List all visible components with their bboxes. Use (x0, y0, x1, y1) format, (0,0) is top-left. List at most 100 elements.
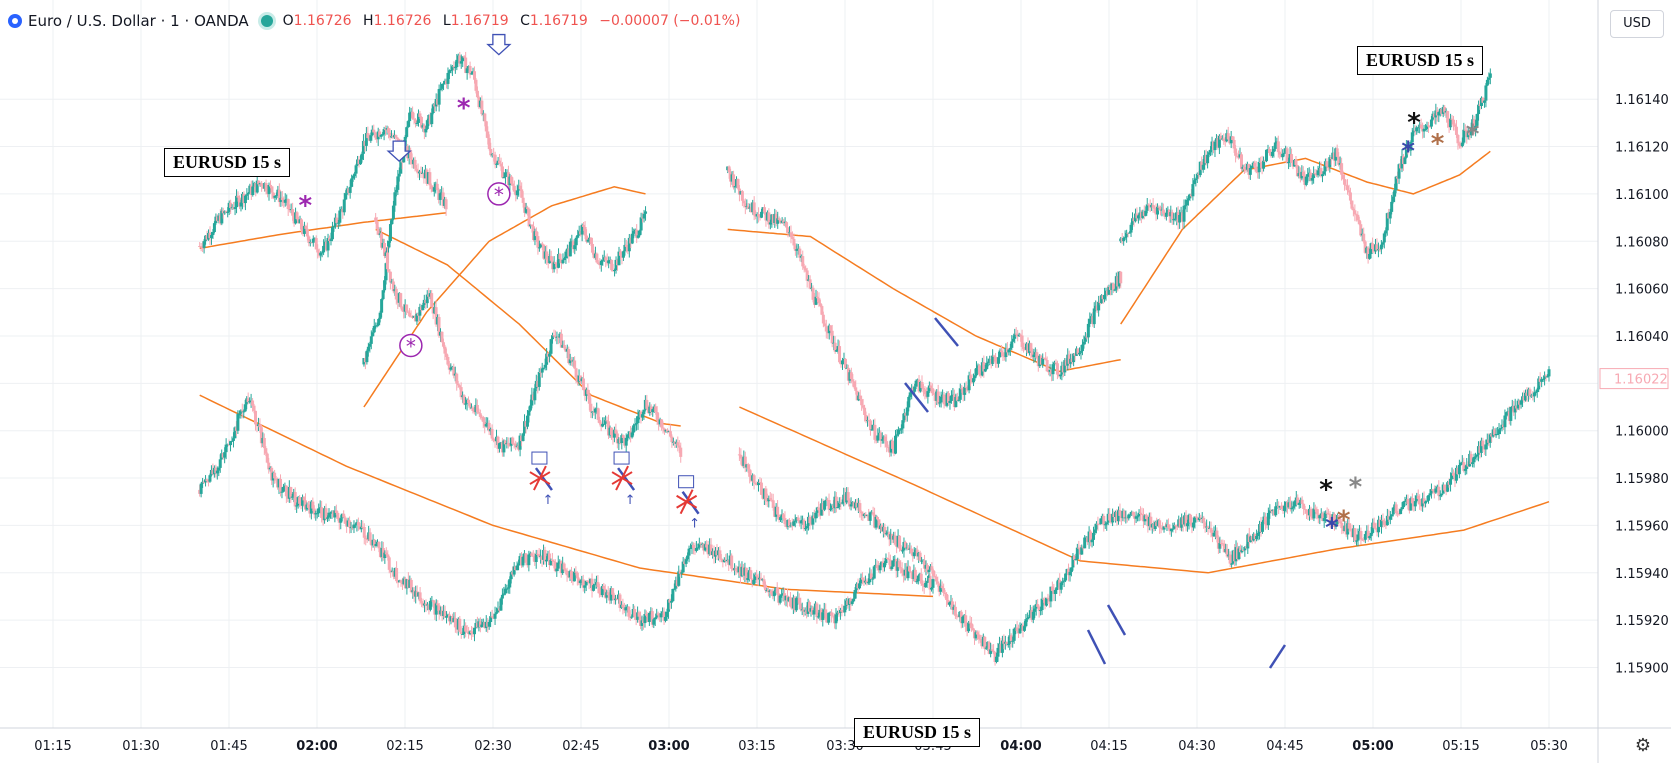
candle-body (1266, 512, 1270, 526)
candle-body (1222, 543, 1226, 553)
candle-body (1008, 347, 1012, 350)
candle-body (1394, 504, 1398, 514)
candle-body (1424, 128, 1428, 130)
gear-icon[interactable]: ⚙ (1634, 735, 1652, 756)
candle-body (411, 111, 415, 119)
candle-body (1347, 190, 1351, 193)
candle-body (1134, 516, 1138, 519)
candle-body (224, 444, 228, 453)
candle-body (565, 570, 569, 576)
close-value: 1.16719 (529, 13, 588, 29)
candle-body (1107, 287, 1111, 295)
candle-body (802, 519, 806, 530)
signal-line (904, 382, 929, 413)
candle-body (1309, 172, 1313, 181)
candle-body (254, 410, 258, 425)
candle-body (1030, 351, 1034, 358)
candle-body (1513, 405, 1517, 413)
candle-body (1410, 498, 1414, 504)
candle-body (869, 573, 873, 579)
candle-body (1450, 118, 1454, 120)
candle-body (587, 394, 591, 404)
candle-body (814, 512, 818, 519)
low-value: 1.16719 (450, 13, 509, 29)
candle-body (927, 569, 931, 573)
candle-body (412, 118, 416, 120)
candle-body (380, 233, 384, 248)
symbol-header[interactable]: Euro / U.S. Dollar · 1 · OANDA O1.16726 … (8, 10, 747, 32)
currency-button[interactable]: USD (1610, 10, 1664, 38)
candle-body (827, 612, 831, 623)
candle-body (1321, 513, 1325, 522)
candle-body (223, 452, 227, 458)
candle-body (1425, 125, 1429, 129)
candle-body (486, 131, 490, 139)
candle-body (1406, 145, 1410, 150)
candle-body (419, 171, 423, 174)
candle-body (1394, 176, 1398, 191)
candle-body (320, 507, 324, 518)
candle-body (1388, 516, 1392, 520)
candle-body (1440, 493, 1444, 496)
candle-body (569, 571, 573, 580)
candle-body (686, 555, 690, 560)
candle-body (1225, 549, 1229, 557)
candle-body (984, 647, 988, 649)
candle-body (562, 258, 566, 261)
candle-body (1272, 148, 1276, 152)
candle-body (874, 516, 878, 528)
candle-body (626, 435, 630, 438)
candle-body (1237, 548, 1241, 560)
candle-body (490, 428, 494, 439)
candle-body (1437, 486, 1441, 496)
candle-body (274, 478, 278, 481)
candle-body (624, 607, 628, 611)
candle-body (1212, 532, 1216, 537)
candle-body (283, 199, 287, 203)
candle-body (572, 571, 576, 582)
candle-body (295, 505, 299, 507)
candle-body (860, 399, 864, 406)
candle-body (763, 584, 767, 591)
candle-body (670, 436, 674, 443)
candle-body (320, 252, 324, 254)
candle-body (652, 619, 656, 625)
candle-body (1369, 532, 1373, 537)
candle-body (487, 621, 491, 627)
watermark-label: EURUSD 15 s (854, 718, 981, 747)
candle-body (1044, 597, 1048, 606)
candle-body (906, 566, 910, 579)
symbol-name[interactable]: Euro / U.S. Dollar (28, 12, 156, 30)
candle-body (1340, 163, 1344, 175)
candle-body (358, 159, 362, 165)
candle-body (1296, 497, 1300, 505)
candle-body (669, 601, 673, 603)
candle-body (217, 467, 221, 471)
candle-body (953, 606, 957, 616)
candle-body (1145, 204, 1149, 211)
candle-body (1310, 178, 1314, 181)
candle-body (274, 195, 278, 197)
candle-body (1086, 323, 1090, 338)
candle-body (1460, 142, 1464, 147)
candle-body (434, 603, 438, 615)
candle-body (1382, 521, 1386, 525)
candle-body (356, 522, 360, 526)
candle-body (992, 650, 996, 653)
candle-body (903, 541, 907, 548)
candle-body (1053, 590, 1057, 595)
candle-body (795, 249, 799, 251)
candle-body (1379, 244, 1383, 250)
time-tick-label: 05:00 (1352, 739, 1393, 754)
candle-body (1206, 154, 1210, 164)
candle-body (1092, 308, 1096, 325)
candle-body (236, 195, 240, 198)
candle-body (1349, 528, 1353, 531)
candle-body (574, 571, 578, 573)
candle-body (524, 553, 528, 563)
interval[interactable]: 1 (170, 12, 180, 30)
candle-body (930, 566, 934, 571)
down-arrow-marker (386, 140, 412, 163)
candle-body (508, 579, 512, 588)
